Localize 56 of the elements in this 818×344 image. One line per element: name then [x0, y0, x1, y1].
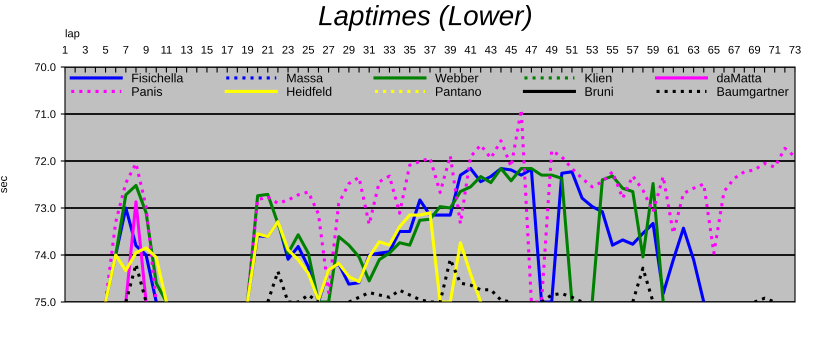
legend-label: Massa: [287, 74, 324, 82]
x-tick-label: 69: [748, 46, 760, 54]
x-tick-label: 61: [668, 46, 679, 54]
y-tick-label: 70.0: [34, 63, 56, 72]
x-tick-label: 13: [181, 46, 192, 54]
x-tick-label: 59: [647, 46, 659, 54]
y-tick-label: 71.0: [34, 110, 56, 118]
legend-label: Panis: [132, 86, 162, 96]
x-tick-label: 47: [525, 46, 538, 54]
y-tick-label: 72.0: [34, 157, 56, 166]
x-tick-label: 53: [586, 46, 598, 54]
x-tick-label: 57: [627, 46, 638, 54]
x-tick-label: 67: [728, 46, 740, 54]
x-tick-label: 29: [343, 46, 355, 54]
legend-label: Heidfeld: [287, 86, 332, 96]
x-tick-label: 21: [262, 46, 274, 54]
x-tick-label: 65: [708, 46, 720, 54]
x-tick-label: 5: [102, 46, 108, 54]
x-tick-label: 73: [789, 46, 801, 54]
x-tick-label: 3: [82, 46, 88, 54]
chart-title: Laptimes (Lower): [318, 5, 532, 31]
legend-label: Klien: [585, 73, 612, 82]
x-tick-label: 63: [688, 46, 700, 54]
legend-label: Bruni: [585, 86, 613, 96]
x-tick-label: 55: [606, 46, 618, 54]
x-tick-label: 7: [123, 46, 128, 54]
legend-label: daMatta: [717, 73, 762, 82]
x-tick-label: 1: [62, 46, 68, 54]
x-tick-label: 71: [769, 46, 780, 54]
x-tick-label: 51: [566, 46, 578, 54]
x-tick-label: 35: [404, 46, 416, 54]
x-tick-label: 11: [161, 46, 172, 54]
legend-label: Fisichella: [132, 73, 184, 82]
x-tick-label: 31: [363, 46, 375, 54]
x-tick-label: 23: [282, 46, 294, 54]
legend-label: Baumgartner: [718, 87, 789, 98]
legend-label: Pantano: [436, 87, 482, 96]
x-tick-label: 37: [424, 46, 436, 54]
x-tick-label: 43: [484, 46, 497, 54]
x-tick-label: 45: [505, 46, 517, 54]
x-tick-label: 15: [202, 46, 213, 54]
y-tick-label: 73.0: [34, 204, 56, 212]
y-axis-title: sec: [1, 176, 8, 193]
x-tick-label: 27: [322, 46, 334, 54]
x-tick-label: 17: [222, 46, 233, 54]
x-tick-label: 41: [464, 46, 476, 54]
x-tick-label: 9: [144, 46, 149, 54]
y-tick-label: 75.0: [34, 298, 56, 306]
x-axis-title: lap: [66, 29, 80, 40]
y-tick-label: 74.0: [34, 251, 56, 260]
x-tick-label: 39: [444, 46, 456, 54]
x-tick-label: 33: [384, 46, 396, 54]
x-tick-label: 49: [546, 46, 558, 54]
x-tick-label: 19: [242, 46, 254, 54]
legend-label: Webber: [435, 73, 478, 82]
x-tick-label: 25: [302, 46, 314, 54]
